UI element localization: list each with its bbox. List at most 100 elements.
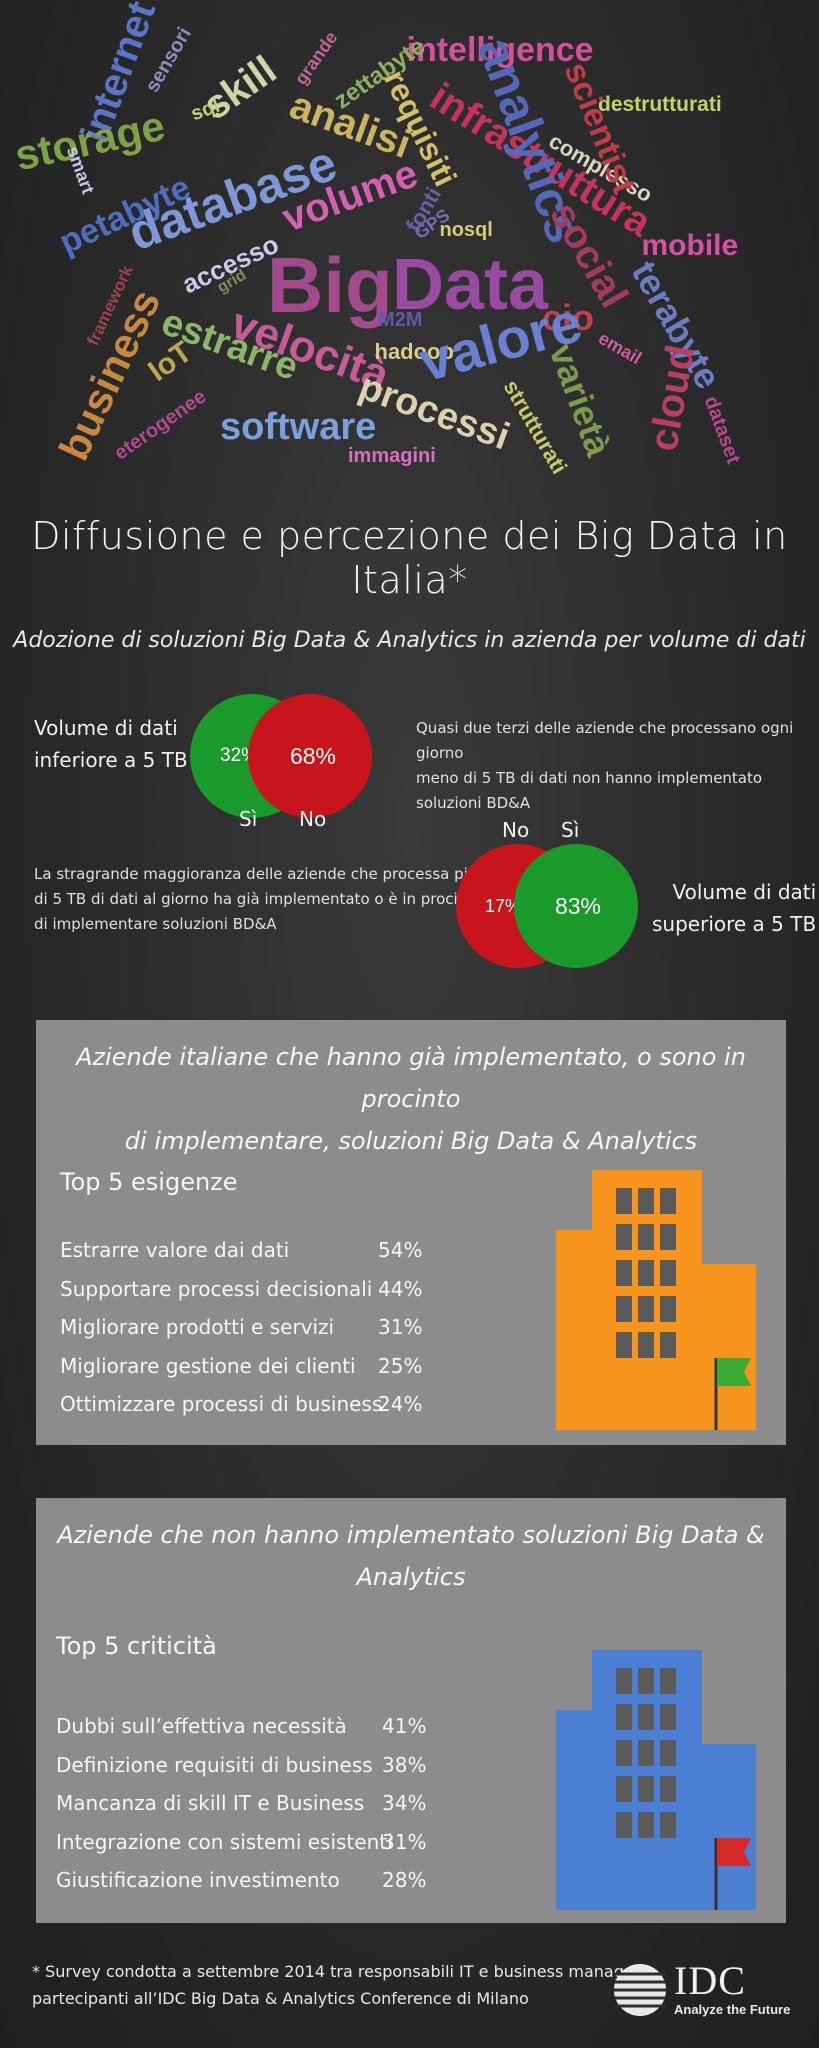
building-window <box>638 1704 654 1730</box>
yes-caption: Sì <box>561 818 580 842</box>
building-window <box>638 1740 654 1766</box>
no-percent: 17% <box>484 895 522 916</box>
building-window <box>660 1812 676 1838</box>
building-window <box>660 1224 676 1250</box>
cloud-word: software <box>220 406 377 448</box>
building-window <box>616 1296 632 1322</box>
idc-logo: IDC Analyze the Future <box>612 1960 792 2020</box>
flag-icon <box>717 1838 751 1866</box>
building-wing <box>696 1744 756 1910</box>
cloud-word: email <box>595 327 645 369</box>
cloud-word: hadoop <box>374 339 454 364</box>
building-window <box>660 1260 676 1286</box>
building-window <box>638 1296 654 1322</box>
list-item-value: 41% <box>382 1714 427 1738</box>
cloud-word: intelligence <box>406 31 594 69</box>
list-item-value: 38% <box>382 1752 427 1777</box>
logo-tagline: Analyze the Future <box>674 2002 791 2017</box>
footnote-line1: * Survey condotta a settembre 2014 tra r… <box>32 1962 641 1981</box>
yes-percent: 83% <box>554 892 602 919</box>
building-window <box>638 1188 654 1214</box>
building-icon <box>556 1650 756 1910</box>
cloud-word: cloud <box>640 341 703 455</box>
building-icon <box>556 1170 756 1430</box>
group1-note-line2: meno di 5 TB di dati non hanno implement… <box>416 769 763 812</box>
building-window <box>660 1740 676 1766</box>
building-window <box>616 1740 632 1766</box>
building-window <box>660 1188 676 1214</box>
list-item-value: 24% <box>378 1392 423 1416</box>
list-item-label: Estrarre valore dai dati <box>60 1238 290 1262</box>
group1-label: Volume di dati inferiore a 5 TB <box>34 712 188 776</box>
group1-note-line1: Quasi due terzi delle aziende che proces… <box>416 719 794 762</box>
no-percent: 68% <box>289 742 337 769</box>
group2-note-line1: La stragrande maggioranza delle aziende … <box>34 865 478 883</box>
list-item-value: 44% <box>378 1276 423 1301</box>
building-window <box>616 1668 632 1694</box>
cloud-word: Big <box>267 241 393 329</box>
no-caption: No <box>502 818 530 842</box>
building-window <box>616 1332 632 1358</box>
panel1-title-line2: di implementare, soluzioni Big Data & An… <box>124 1127 698 1155</box>
group2-note-line3: di implementare soluzioni BD&A <box>34 915 277 933</box>
group1-label-line1: Volume di dati <box>34 716 178 740</box>
cloud-word: grande <box>290 27 342 89</box>
list-item-value: 25% <box>378 1353 423 1378</box>
flag-icon <box>717 1358 751 1386</box>
list-item-label: Supportare processi decisionali <box>60 1276 373 1301</box>
building-window <box>638 1668 654 1694</box>
list-item-value: 34% <box>382 1791 427 1815</box>
panel1-title: Aziende italiane che hanno già implement… <box>36 1036 786 1162</box>
cloud-word: M2M <box>378 309 423 331</box>
list-item-label: Migliorare gestione dei clienti <box>60 1353 356 1378</box>
list-item-label: Mancanza di skill IT e Business <box>56 1791 365 1815</box>
list-item-label: Ottimizzare processi di business <box>60 1392 383 1416</box>
building-window <box>638 1260 654 1286</box>
footnote-line2: partecipanti all’IDC Big Data & Analytic… <box>32 1989 529 2008</box>
building-window <box>660 1668 676 1694</box>
list-item-label: Giustificazione investimento <box>56 1868 340 1892</box>
word-cloud: intelligence destrutturati infrastruttura c… <box>0 0 819 480</box>
panel-criticita: Aziende che non hanno implementato soluz… <box>36 1498 786 1923</box>
building-wing <box>696 1264 756 1430</box>
building-window <box>660 1704 676 1730</box>
building-window <box>660 1332 676 1358</box>
building-window <box>616 1776 632 1802</box>
footnote: * Survey condotta a settembre 2014 tra r… <box>32 1958 640 2012</box>
group2-note-line2: di 5 TB di dati al giorno ha già impleme… <box>34 890 483 908</box>
adoption-title: Adozione di soluzioni Big Data & Analyti… <box>13 628 806 653</box>
group2-label-line2: superiore a 5 TB <box>652 912 817 936</box>
building-window <box>616 1812 632 1838</box>
group1-note: Quasi due terzi delle aziende che proces… <box>416 716 819 816</box>
building-window <box>616 1188 632 1214</box>
page-title: Diffusione e percezione dei Big Data in … <box>31 514 788 602</box>
cloud-word: dataset <box>699 393 745 467</box>
panel-esigenze: Aziende italiane che hanno già implement… <box>36 1020 786 1445</box>
criticita-heading: Top 5 criticità <box>56 1632 217 1660</box>
group2-label-line1: Volume di dati <box>672 880 817 904</box>
building-window <box>638 1776 654 1802</box>
cloud-word: immagini <box>348 445 436 467</box>
building-window <box>638 1812 654 1838</box>
group2-note: La stragrande maggioranza delle aziende … <box>34 862 482 937</box>
list-item-value: 31% <box>382 1829 427 1854</box>
no-caption: No <box>299 807 327 831</box>
cloud-word: nosql <box>439 219 493 241</box>
building-window <box>616 1260 632 1286</box>
cloud-word: cio <box>542 297 595 338</box>
building-window <box>638 1332 654 1358</box>
esigenze-heading: Top 5 esigenze <box>60 1168 238 1196</box>
list-item-value: 28% <box>382 1868 427 1892</box>
panel2-title: Aziende che non hanno implementato soluz… <box>57 1521 765 1591</box>
building-window <box>660 1776 676 1802</box>
group1-label-line2: inferiore a 5 TB <box>34 748 188 772</box>
building-window <box>616 1704 632 1730</box>
building-wing <box>556 1710 596 1910</box>
yes-circle: 83% <box>514 844 638 968</box>
building-window <box>616 1224 632 1250</box>
cloud-word: Data <box>392 245 549 325</box>
globe-icon <box>614 1964 666 2016</box>
cloud-word: destrutturati <box>598 92 722 116</box>
yes-caption: Sì <box>239 807 258 831</box>
group2-label: Volume di dati superiore a 5 TB <box>652 876 816 940</box>
